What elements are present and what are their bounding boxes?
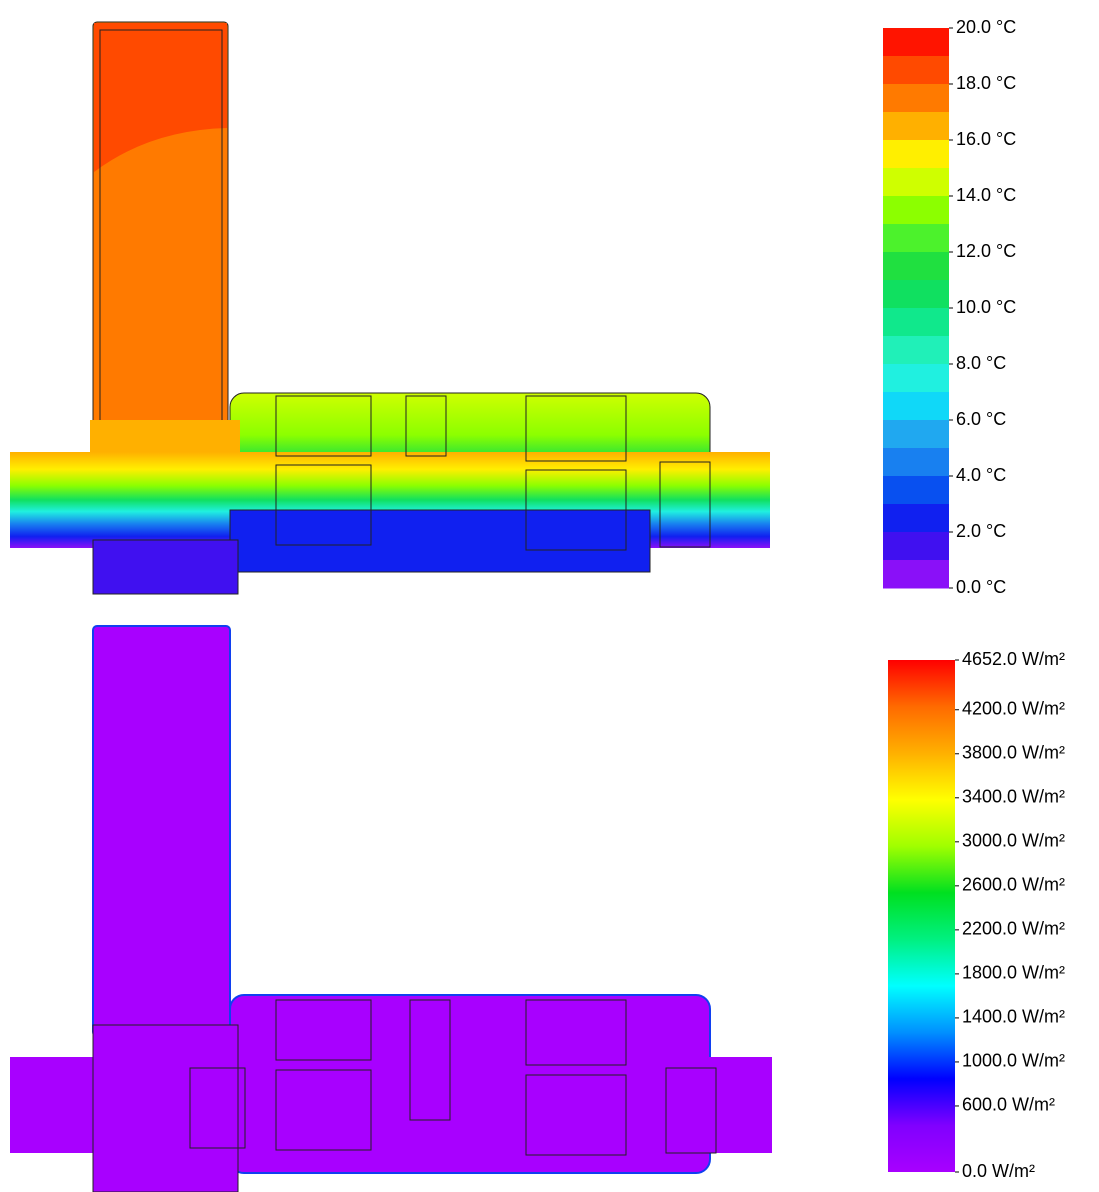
tick-label: 14.0 °C [956,185,1016,205]
color-band [883,28,949,57]
color-band [883,252,949,281]
color-band [883,224,949,253]
color-band [883,112,949,141]
color-bar [888,660,955,1172]
sash-bottom [93,540,238,594]
color-band [883,448,949,477]
color-band [883,476,949,505]
tick-label: 600.0 W/m² [962,1095,1055,1115]
color-band [883,504,949,533]
color-band [883,84,949,113]
color-band [883,532,949,561]
color-band [883,420,949,449]
tick-label: 2.0 °C [956,521,1006,541]
color-band [883,336,949,365]
tick-label: 20.0 °C [956,17,1016,37]
color-band [883,308,949,337]
tick-label: 0.0 W/m² [962,1161,1035,1181]
color-band [883,392,949,421]
tick-label: 16.0 °C [956,129,1016,149]
color-band [883,280,949,309]
tick-label: 3400.0 W/m² [962,787,1065,807]
color-band [883,364,949,393]
tick-label: 6.0 °C [956,409,1006,429]
tick-label: 18.0 °C [956,73,1016,93]
color-band [883,196,949,225]
tick-label: 4200.0 W/m² [962,698,1065,718]
tick-label: 3800.0 W/m² [962,743,1065,763]
tick-label: 1000.0 W/m² [962,1051,1065,1071]
tick-label: 4652.0 W/m² [962,649,1065,669]
tick-label: 0.0 °C [956,577,1006,597]
tick-label: 4.0 °C [956,465,1006,485]
frame-bottom [230,510,650,572]
color-band [883,168,949,197]
color-band [883,56,949,85]
tick-label: 1400.0 W/m² [962,1007,1065,1027]
tick-label: 3000.0 W/m² [962,831,1065,851]
simulation-view: 20.0 °C 18.0 °C 16.0 °C 14.0 °C 12.0 °C 10.0 … [0,0,1099,1192]
heat-flux-section [10,626,772,1192]
tick-label: 10.0 °C [956,297,1016,317]
legends: 20.0 °C 18.0 °C 16.0 °C 14.0 °C 12.0 °C 10.0 … [883,17,1065,1181]
temperature-section [10,22,770,594]
tick-label: 8.0 °C [956,353,1006,373]
tick-label: 2200.0 W/m² [962,919,1065,939]
color-band [883,560,949,589]
tick-label: 2600.0 W/m² [962,875,1065,895]
tick-label: 1800.0 W/m² [962,963,1065,983]
sash [93,1025,238,1192]
glazing [93,626,230,1036]
tick-label: 12.0 °C [956,241,1016,261]
color-band [883,140,949,169]
